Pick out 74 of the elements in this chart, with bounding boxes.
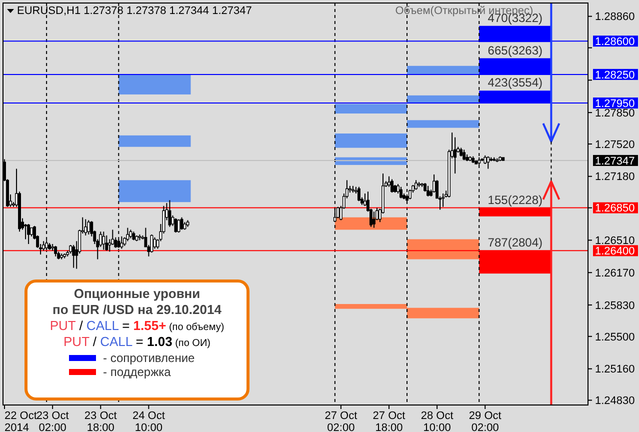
x-tick-label: 23 Oct 02:00 (36, 410, 69, 432)
x-tick-label: 27 Oct 02:00 (324, 410, 358, 432)
ref-line-label: 1.26850 (595, 202, 635, 215)
y-tick-label: 1.26510 (595, 235, 635, 248)
candlestick (168, 200, 172, 228)
candlestick (120, 236, 124, 250)
ref-line-label: 1.27950 (595, 98, 635, 110)
x-tick-label: 22 Oct 2014 (4, 410, 37, 432)
bar (407, 239, 480, 260)
bar (118, 74, 191, 94)
y-tick-label: 1.25830 (595, 300, 635, 312)
candlestick (357, 186, 360, 202)
candlestick (84, 218, 88, 236)
candlestick (72, 244, 76, 268)
candlestick (390, 178, 394, 194)
candlestick (426, 185, 430, 197)
annotation: по EUR /USD на 29.10.2014 (52, 302, 222, 317)
candlestick (400, 186, 402, 199)
candlestick (87, 220, 90, 235)
candlestick (396, 183, 400, 194)
y-tick-label: 1.26170 (595, 267, 635, 280)
ref-line-label: 1.28600 (595, 36, 635, 48)
candlestick (150, 234, 154, 254)
candlestick (54, 245, 58, 257)
bar (118, 180, 191, 202)
y-tick-label: 1.27520 (595, 138, 635, 151)
ref-line-label: 1.28250 (595, 69, 635, 82)
annotation: Опционные уровни (74, 286, 200, 301)
y-tick-label: 1.24830 (595, 395, 635, 408)
candlestick (27, 224, 30, 245)
bar (118, 135, 191, 147)
x-tick-label: 29 Oct 02:00 (468, 410, 502, 432)
bar (407, 95, 480, 104)
candlestick (177, 218, 180, 234)
candlestick (102, 231, 106, 250)
ref-line-label: 1.27347 (595, 155, 635, 168)
y-tick-label: 1.25160 (595, 364, 635, 376)
y-tick-label: 1.28860 (595, 11, 635, 24)
candlestick (372, 211, 376, 228)
candlestick (153, 236, 156, 250)
annotation: - сопротивление (103, 351, 196, 365)
candlestick (486, 156, 490, 170)
candlestick (105, 234, 108, 252)
candlestick (462, 149, 466, 161)
x-tick-label: 23 Oct 18:00 (84, 410, 117, 432)
annotation: 665(3263) (488, 43, 543, 58)
x-tick-label: 28 Oct 10:00 (420, 410, 454, 432)
candlestick (454, 136, 457, 174)
bar (334, 104, 408, 114)
bar (334, 134, 408, 148)
y-tick-label: 1.27180 (595, 171, 635, 184)
annotation: PUT / CALL = 1.03 (по ОИ) (64, 334, 210, 349)
candlestick (414, 180, 418, 190)
y-tick-label: 1.27850 (595, 107, 635, 120)
annotation: 155(2228) (488, 192, 543, 207)
ref-line-label: 1.26400 (595, 246, 635, 258)
y-tick-label: 1.25500 (595, 331, 635, 344)
bar (334, 161, 408, 165)
candlestick (126, 227, 130, 242)
candlestick (24, 224, 28, 240)
candlestick (442, 193, 445, 208)
candlestick (42, 240, 46, 252)
bar (407, 66, 480, 74)
annotation: 787(2804) (488, 236, 543, 250)
annotation: - поддержка (103, 365, 172, 379)
annotation: PUT / CALL = 1.55+ (по объему) (50, 318, 224, 333)
x-tick-label: 27 Oct 18:00 (372, 410, 406, 432)
annotation: 423(3554) (488, 76, 543, 90)
x-tick-label: 24 Oct 10:00 (132, 410, 165, 432)
candlestick (336, 206, 340, 219)
bar (407, 120, 480, 128)
chart-title: EURUSD,H1 1.27378 1.27378 1.27344 1.27347 (17, 5, 252, 17)
bar (334, 217, 408, 230)
candlestick (174, 218, 178, 234)
